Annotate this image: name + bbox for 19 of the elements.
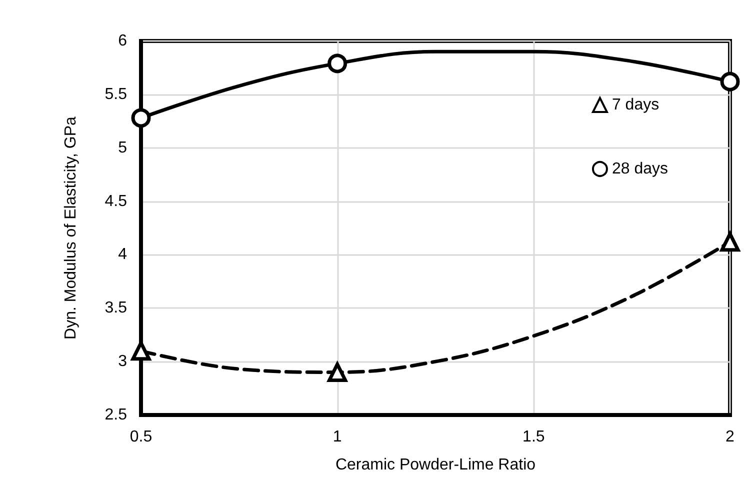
y-tick-label: 5.5 [104, 86, 128, 103]
x-tick-label: 2 [726, 428, 735, 446]
legend-label: 28 days [612, 160, 668, 178]
x-axis-title: Ceramic Powder-Lime Ratio [335, 456, 536, 474]
y-axis-title: Dyn. Modulus of Elasticity, GPa [62, 116, 80, 340]
y-tick-label: 6 [118, 32, 128, 50]
y-tick-label: 4 [118, 246, 128, 264]
point [328, 54, 348, 74]
y-tick-label: 3.5 [104, 300, 128, 317]
y-tick-label: 4.5 [104, 192, 128, 210]
x-tick-label: 1.5 [522, 428, 545, 446]
x-tick-label: 1 [332, 428, 342, 446]
x-tick-label: 0.5 [130, 428, 152, 446]
y-tick-label: 3 [118, 353, 128, 370]
point [720, 72, 740, 92]
legend-label: 7 days [612, 96, 660, 114]
y-tick-label: 5 [118, 139, 128, 156]
y-tick-label: 2.5 [104, 406, 128, 424]
point [131, 108, 151, 128]
